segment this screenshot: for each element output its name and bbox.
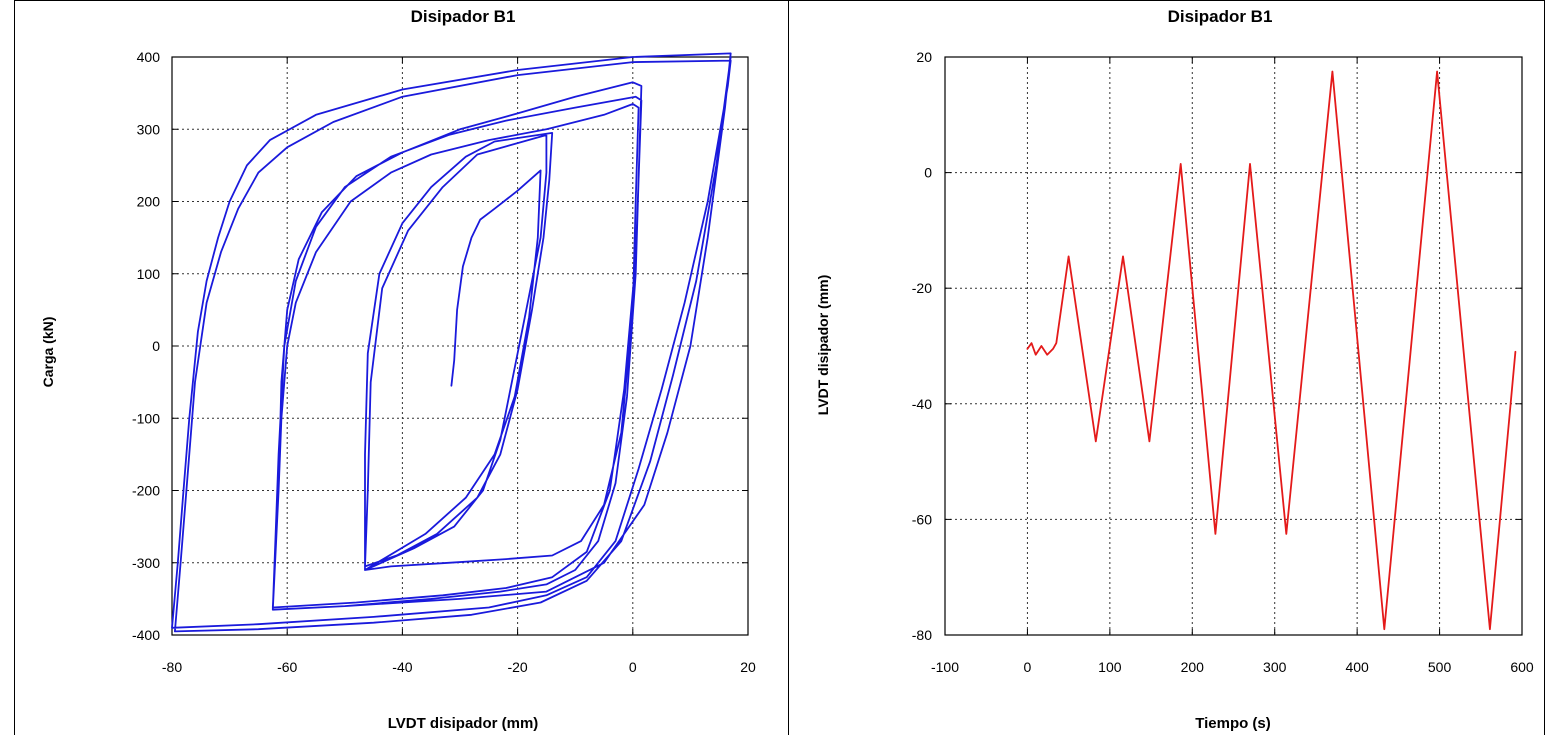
y-tick-label: -300 (132, 555, 160, 571)
y-tick-label: -400 (132, 627, 160, 643)
y-tick-label: 100 (137, 266, 161, 282)
x-tick-label: 0 (629, 659, 637, 675)
x-tick-label: -20 (507, 659, 527, 675)
y-tick-label: -60 (912, 511, 932, 527)
x-tick-label: 600 (1510, 659, 1534, 675)
y-tick-label: 200 (137, 194, 161, 210)
time-history-chart: Disipador B1 Tiempo (s) LVDT disipador (… (815, 7, 1534, 732)
y-tick-label: 0 (924, 165, 932, 181)
y-tick-label: -100 (132, 410, 160, 426)
y-tick-label: -200 (132, 483, 160, 499)
y-axis-label: LVDT disipador (mm) (815, 275, 831, 416)
chart-title: Disipador B1 (411, 7, 516, 26)
x-tick-label: 100 (1098, 659, 1122, 675)
x-tick-label: 0 (1024, 659, 1032, 675)
x-tick-label: 500 (1428, 659, 1452, 675)
x-axis-label: Tiempo (s) (1195, 715, 1271, 732)
y-tick-label: 300 (137, 121, 161, 137)
x-tick-label: -40 (392, 659, 412, 675)
x-tick-label: 200 (1181, 659, 1205, 675)
x-tick-label: -100 (931, 659, 959, 675)
x-tick-label: -60 (277, 659, 297, 675)
y-tick-label: -40 (912, 396, 932, 412)
x-tick-label: 20 (740, 659, 756, 675)
y-axis-label: Carga (kN) (40, 317, 56, 388)
x-axis-label: LVDT disipador (mm) (388, 715, 539, 732)
series-line (1026, 70, 1517, 631)
plot-area-frame (944, 56, 1523, 636)
series-line (171, 52, 732, 633)
hysteresis-chart: Disipador B1 LVDT disipador (mm) Carga (… (40, 7, 756, 732)
y-tick-label: 0 (152, 338, 160, 354)
y-tick-label: 400 (137, 49, 161, 65)
y-tick-label: 20 (916, 49, 932, 65)
y-tick-label: -80 (912, 627, 932, 643)
x-tick-label: 300 (1263, 659, 1287, 675)
x-tick-label: -80 (162, 659, 182, 675)
chart-title: Disipador B1 (1168, 7, 1273, 26)
y-tick-label: -20 (912, 280, 932, 296)
x-tick-label: 400 (1345, 659, 1369, 675)
figure-frame (14, 0, 1545, 735)
